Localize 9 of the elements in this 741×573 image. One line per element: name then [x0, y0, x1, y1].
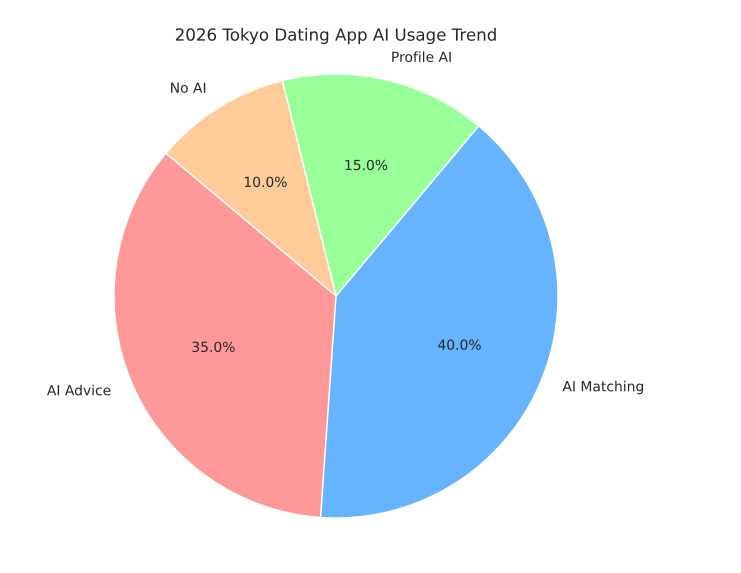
data-label: 35.0% [192, 342, 235, 352]
slice-label: Profile AI [392, 51, 451, 62]
data-label: 10.0% [244, 176, 287, 188]
slice-label: AI Advice [46, 384, 110, 396]
data-label: 15.0% [345, 160, 388, 170]
slice-label: No AI [171, 82, 206, 93]
data-label: 40.0% [438, 339, 481, 350]
chart-title: 2026 Tokyo Dating App AI Usage Trend [176, 28, 496, 44]
slice-label: AI Matching [562, 380, 644, 394]
